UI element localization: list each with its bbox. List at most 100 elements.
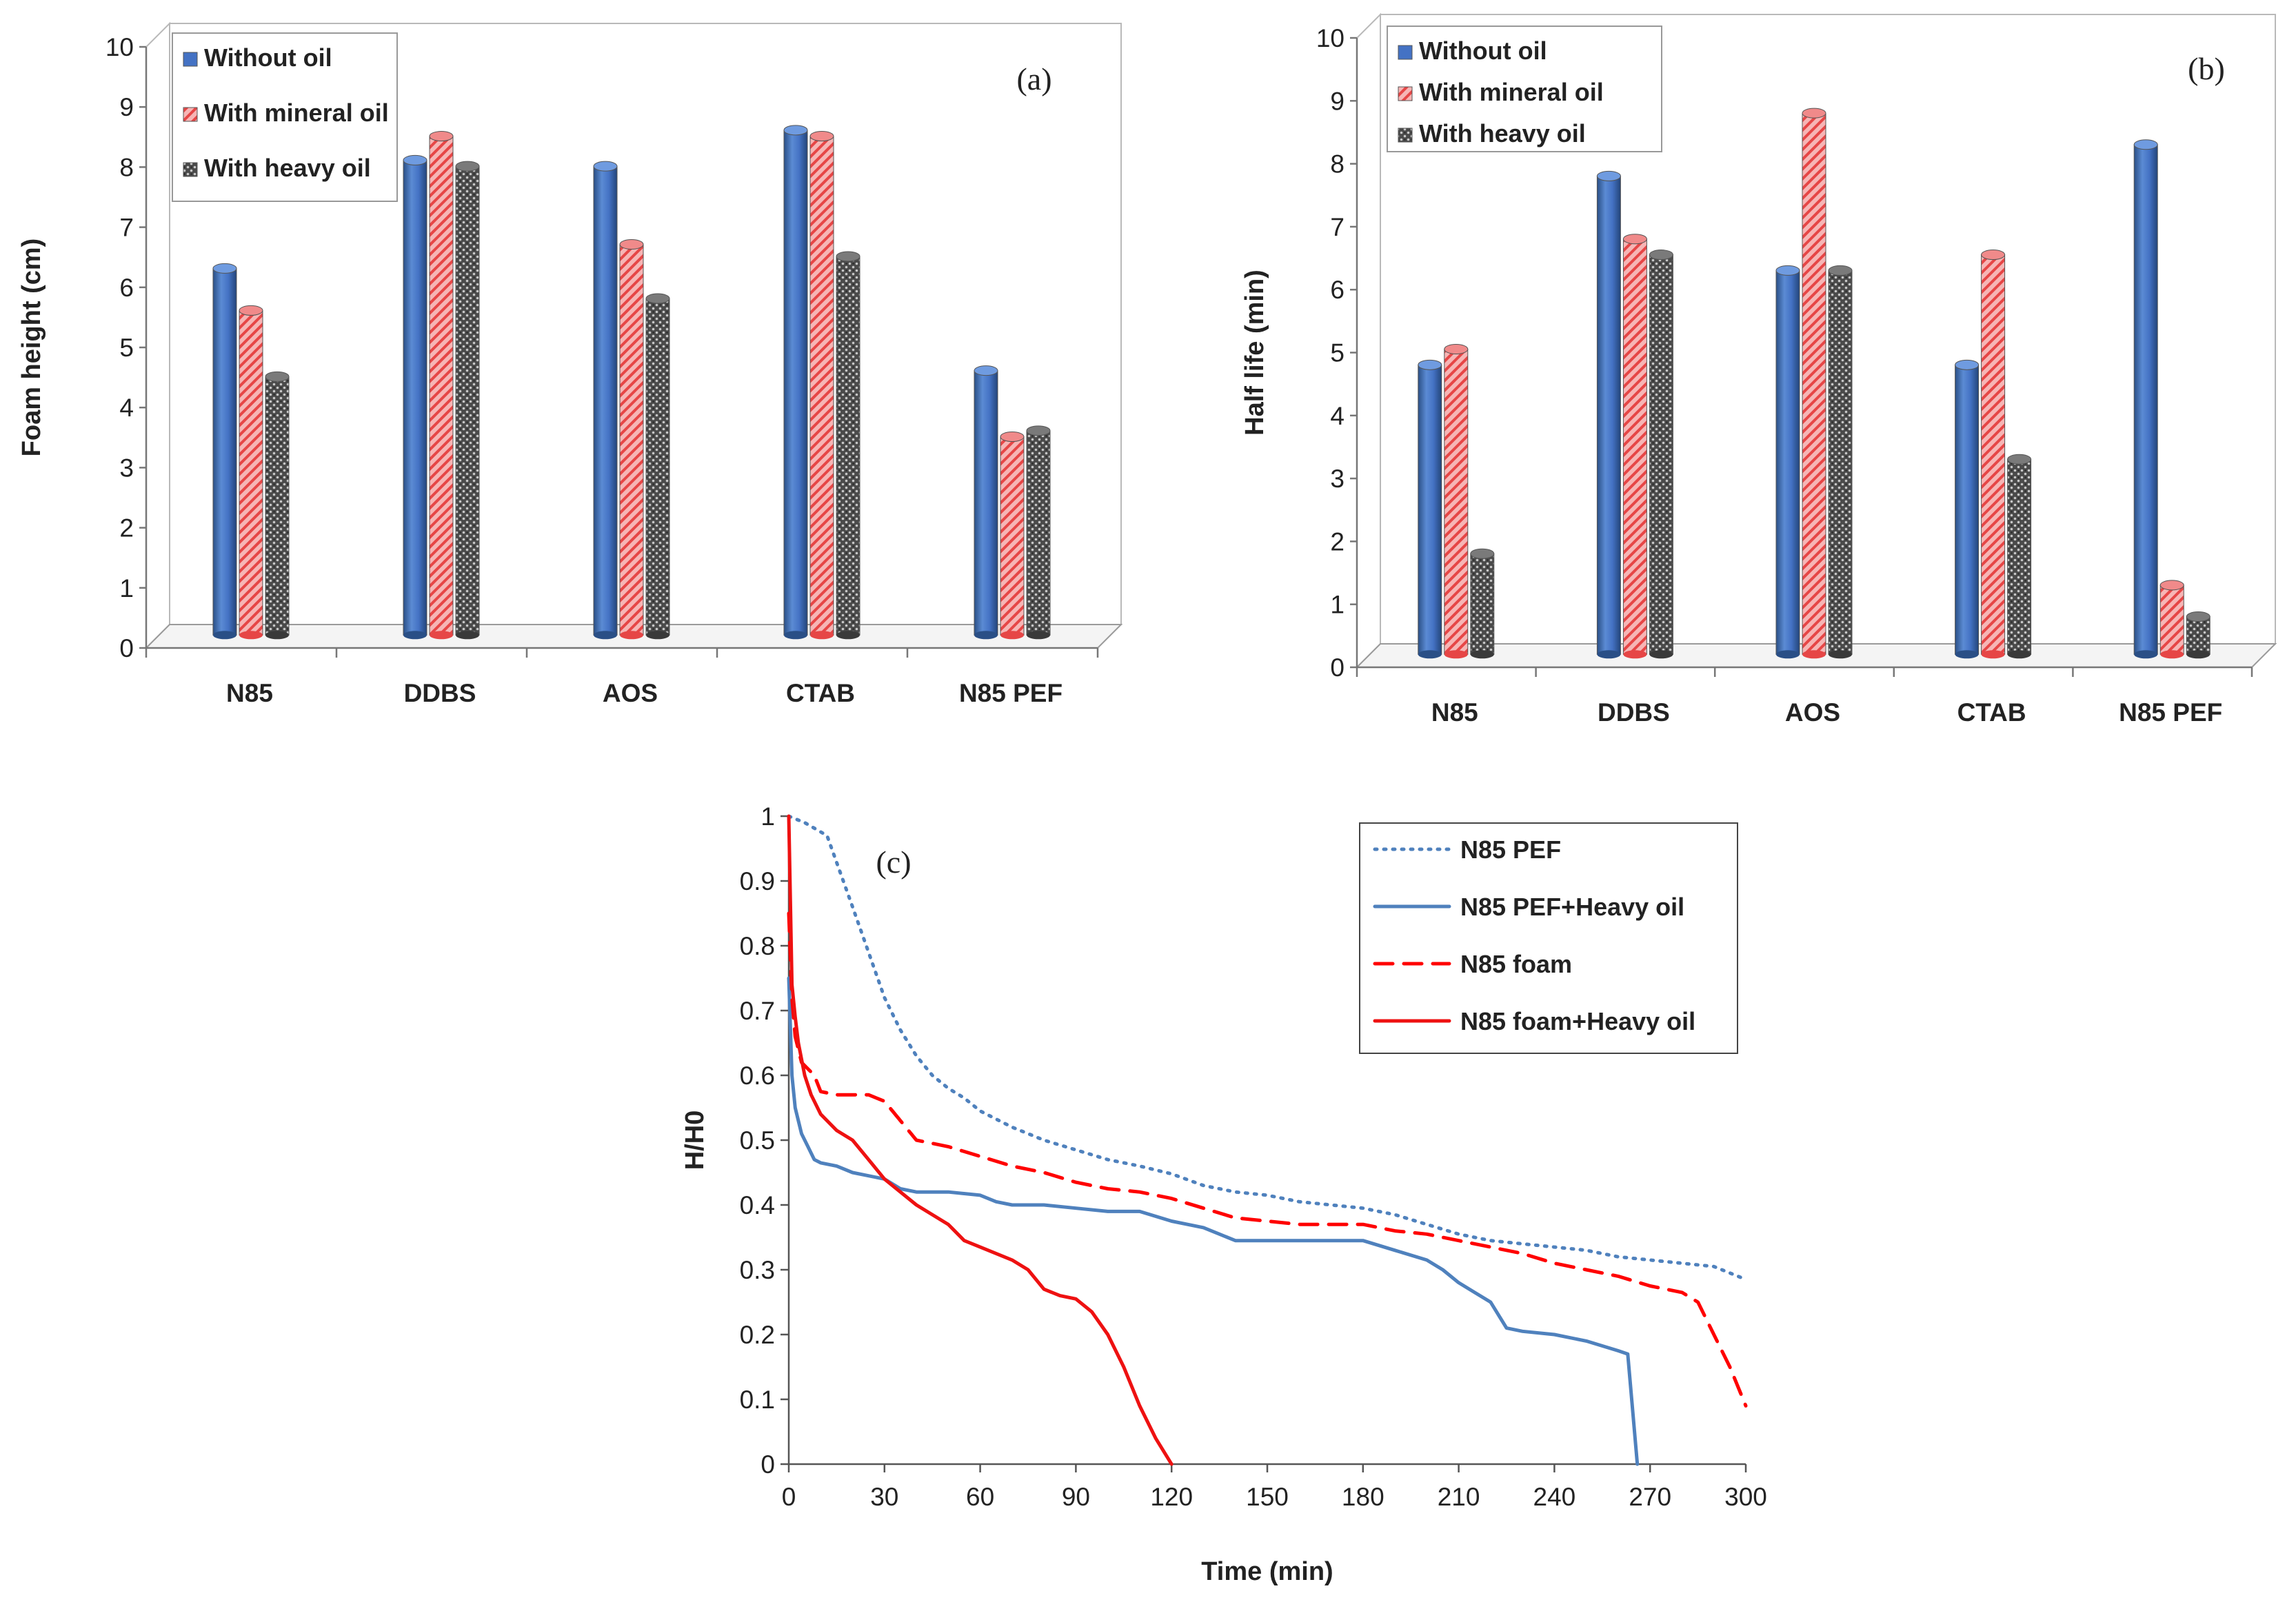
bar-without-oil-body (1955, 364, 1980, 655)
x-tick-label: 60 (966, 1483, 994, 1511)
x-category-label: CTAB (1957, 698, 2026, 727)
bar-without-oil-top (403, 154, 427, 165)
bar-with-mineral-oil-top (1802, 108, 1826, 119)
y-tick-label: 0.3 (740, 1256, 775, 1284)
x-tick-label: 90 (1062, 1483, 1090, 1511)
bar-with-heavy-oil-top (265, 371, 290, 382)
bar-with-heavy-oil-body (2186, 616, 2211, 655)
bar-without-oil-body (1596, 175, 1621, 655)
y-tick-label: 0 (761, 1450, 775, 1479)
legend-swatch-with-mineral-oil (183, 107, 198, 122)
x-category-label: N85 (226, 679, 273, 707)
x-tick-label: 120 (1150, 1483, 1193, 1511)
bar-with-mineral-oil-base (810, 631, 834, 640)
y-tick-label: 6 (119, 274, 134, 302)
bar-with-mineral-oil (2159, 580, 2184, 659)
legend-entry: With heavy oil (1419, 119, 1586, 148)
bar-without-oil-base (2134, 650, 2158, 659)
bar-with-mineral-oil-top (2159, 580, 2184, 591)
chart-panel-a: 0 1 2 3 4 5 6 7 8 9 10 N85 DDBS AOS CTAB N85 PEF Foam he… (17, 21, 1123, 707)
bar-with-mineral-oil-top (239, 305, 263, 316)
bar-with-mineral-oil-top (1622, 234, 1647, 245)
bar-with-mineral-oil-top (809, 131, 834, 142)
bar-with-heavy-oil-base (2007, 650, 2031, 659)
bar-without-oil-body (1418, 364, 1442, 655)
bar-with-heavy-oil-body (1470, 553, 1495, 655)
bar-without-oil-body (974, 370, 998, 636)
y-tick-label: 0.6 (740, 1062, 775, 1090)
bar-with-heavy-oil-body (455, 165, 480, 636)
bar-with-mineral-oil-base (239, 631, 263, 640)
x-tick-label: 210 (1438, 1483, 1480, 1511)
y-tick-label: 1 (119, 574, 134, 602)
bar-with-mineral-oil-top (429, 131, 454, 142)
bar-with-mineral-oil (1622, 234, 1647, 659)
legend-swatch-with-heavy-oil (183, 162, 198, 177)
bar-without-oil (1955, 359, 1980, 659)
bar-with-mineral-oil (1802, 108, 1826, 659)
bar-without-oil-base (1597, 650, 1621, 659)
bar-with-heavy-oil-body (1026, 430, 1051, 636)
bar-with-mineral-oil (429, 131, 454, 640)
x-category-label: AOS (1785, 698, 1840, 727)
bar-without-oil (1596, 170, 1621, 659)
bar-with-mineral-oil (809, 131, 834, 640)
bar-with-heavy-oil-top (455, 161, 480, 172)
bar-with-mineral-oil-base (1981, 650, 2005, 659)
x-category-label: DDBS (404, 679, 476, 707)
x-tick-label: 240 (1533, 1483, 1576, 1511)
legend-entry: With mineral oil (1419, 78, 1604, 106)
bar-with-mineral-oil (619, 239, 644, 640)
y-tick-label: 3 (119, 454, 134, 482)
bar-with-mineral-oil (1444, 343, 1469, 659)
bar-without-oil-base (1776, 650, 1800, 659)
y-tick-label: 0.7 (740, 997, 775, 1025)
bar-with-heavy-oil (1828, 265, 1853, 659)
bar-without-oil-base (1418, 650, 1442, 659)
bar-without-oil-base (784, 631, 807, 640)
bar-with-heavy-oil-body (836, 256, 860, 636)
bar-without-oil-body (403, 159, 427, 636)
bar-without-oil-body (212, 267, 237, 636)
side-wall (1356, 12, 1381, 669)
bar-with-heavy-oil-base (1649, 650, 1673, 659)
bar-with-heavy-oil-top (2007, 454, 2032, 465)
bar-without-oil (1775, 265, 1800, 659)
y-tick-label: 0.1 (740, 1386, 775, 1414)
bar-with-heavy-oil (1470, 548, 1495, 659)
bar-without-oil (2133, 139, 2158, 659)
legend-swatch-without-oil (1398, 45, 1413, 60)
legend-entry: N85 PEF+Heavy oil (1460, 893, 1684, 921)
x-category-label: AOS (603, 679, 658, 707)
y-tick-label: 1 (761, 802, 775, 831)
legend-swatch-without-oil (183, 52, 198, 67)
legend: Without oil With mineral oil With heavy oi… (1387, 26, 1662, 152)
bar-without-oil (593, 161, 618, 640)
bar-without-oil-body (2133, 144, 2158, 655)
legend-entry: Without oil (204, 43, 332, 72)
line-n85-foam-heavy-oil (787, 814, 1174, 1466)
bar-with-heavy-oil (265, 371, 290, 640)
bar-with-heavy-oil (836, 251, 860, 640)
bar-without-oil-base (403, 631, 427, 640)
bar-without-oil-body (593, 165, 618, 636)
y-tick-label: 0.8 (740, 932, 775, 960)
bar-with-mineral-oil-body (809, 136, 834, 636)
bar-with-mineral-oil-body (1981, 254, 2006, 655)
bar-with-heavy-oil-top (645, 293, 670, 304)
bar-with-mineral-oil-top (1981, 250, 2006, 261)
bar-without-oil (403, 154, 427, 640)
bar-with-mineral-oil (1981, 250, 2006, 659)
bar-without-oil-base (1955, 650, 1979, 659)
legend-entry: N85 foam (1460, 950, 1572, 978)
bar-without-oil-base (974, 631, 998, 640)
bar-with-mineral-oil-top (1000, 432, 1025, 443)
bar-without-oil-top (1596, 170, 1621, 181)
line-n85-pef-heavy-oil (787, 976, 1640, 1466)
legend-entry: With heavy oil (204, 154, 371, 182)
y-tick-label: 10 (105, 33, 134, 61)
bar-with-heavy-oil-base (836, 631, 860, 640)
y-tick-label: 8 (119, 153, 134, 181)
x-tick-label: 300 (1724, 1483, 1767, 1511)
